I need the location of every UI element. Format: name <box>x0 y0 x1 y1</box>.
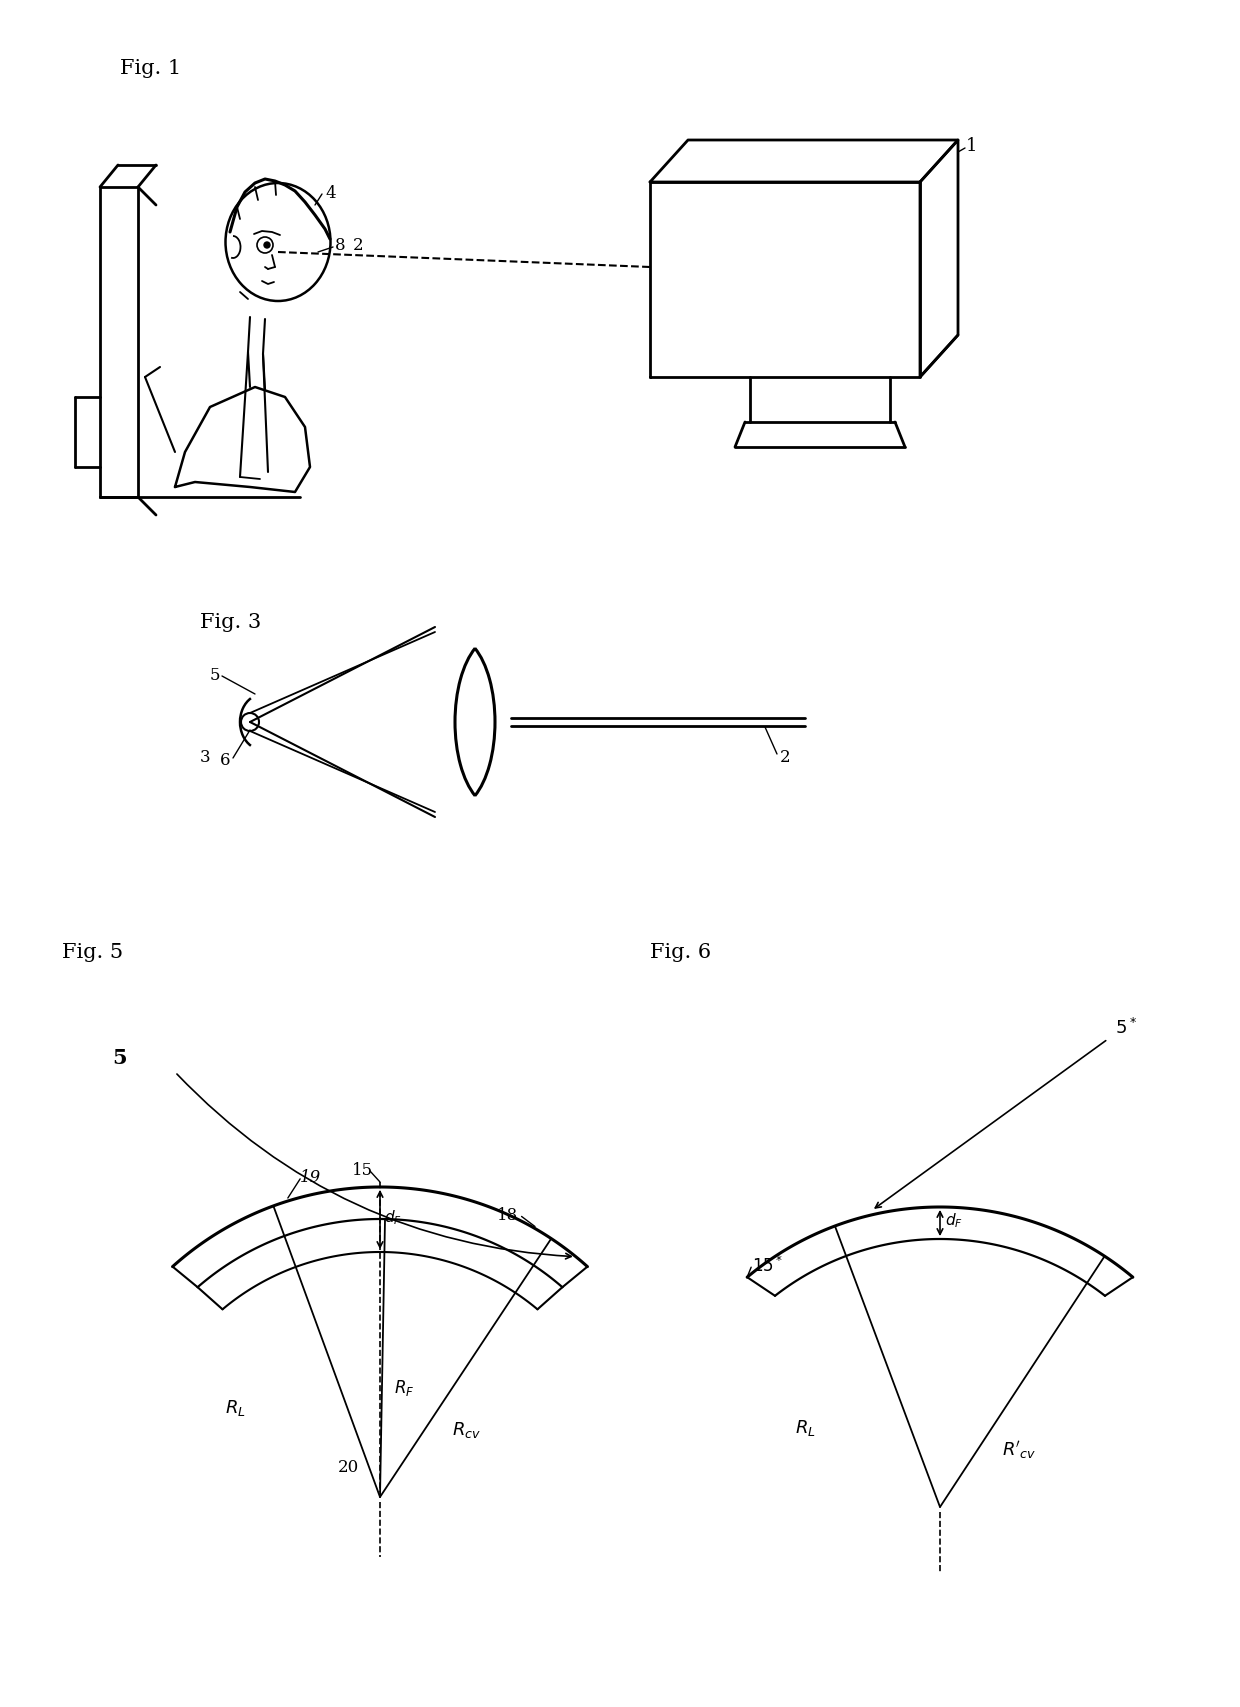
Text: Fig. 3: Fig. 3 <box>200 613 262 632</box>
Text: 4: 4 <box>325 184 336 201</box>
Text: Fig. 5: Fig. 5 <box>62 942 123 963</box>
Text: $d_F$: $d_F$ <box>945 1210 963 1229</box>
Text: 18: 18 <box>496 1207 518 1224</box>
Text: 8: 8 <box>335 237 346 254</box>
Circle shape <box>264 242 270 249</box>
Text: 20: 20 <box>339 1459 360 1475</box>
Text: Fig. 1: Fig. 1 <box>120 58 181 77</box>
Text: $5^*$: $5^*$ <box>1115 1017 1137 1038</box>
Text: 2: 2 <box>780 749 791 766</box>
Text: 1: 1 <box>966 137 977 155</box>
Text: $R_L$: $R_L$ <box>795 1417 816 1437</box>
Text: 6: 6 <box>219 753 231 770</box>
Text: 2: 2 <box>353 237 363 254</box>
Text: $R'_{cv}$: $R'_{cv}$ <box>1002 1439 1037 1459</box>
Text: Fig. 6: Fig. 6 <box>650 942 711 963</box>
Text: 3: 3 <box>200 749 211 766</box>
Text: $R_L$: $R_L$ <box>224 1398 246 1417</box>
Text: 5: 5 <box>112 1048 126 1067</box>
Text: 15: 15 <box>352 1161 373 1178</box>
Text: $R_F$: $R_F$ <box>394 1378 414 1398</box>
Text: 5: 5 <box>210 666 221 683</box>
Text: $R_{cv}$: $R_{cv}$ <box>453 1419 481 1439</box>
Text: 19: 19 <box>300 1169 321 1186</box>
Text: $15^*$: $15^*$ <box>753 1255 784 1275</box>
Text: $d_F$: $d_F$ <box>384 1207 402 1226</box>
